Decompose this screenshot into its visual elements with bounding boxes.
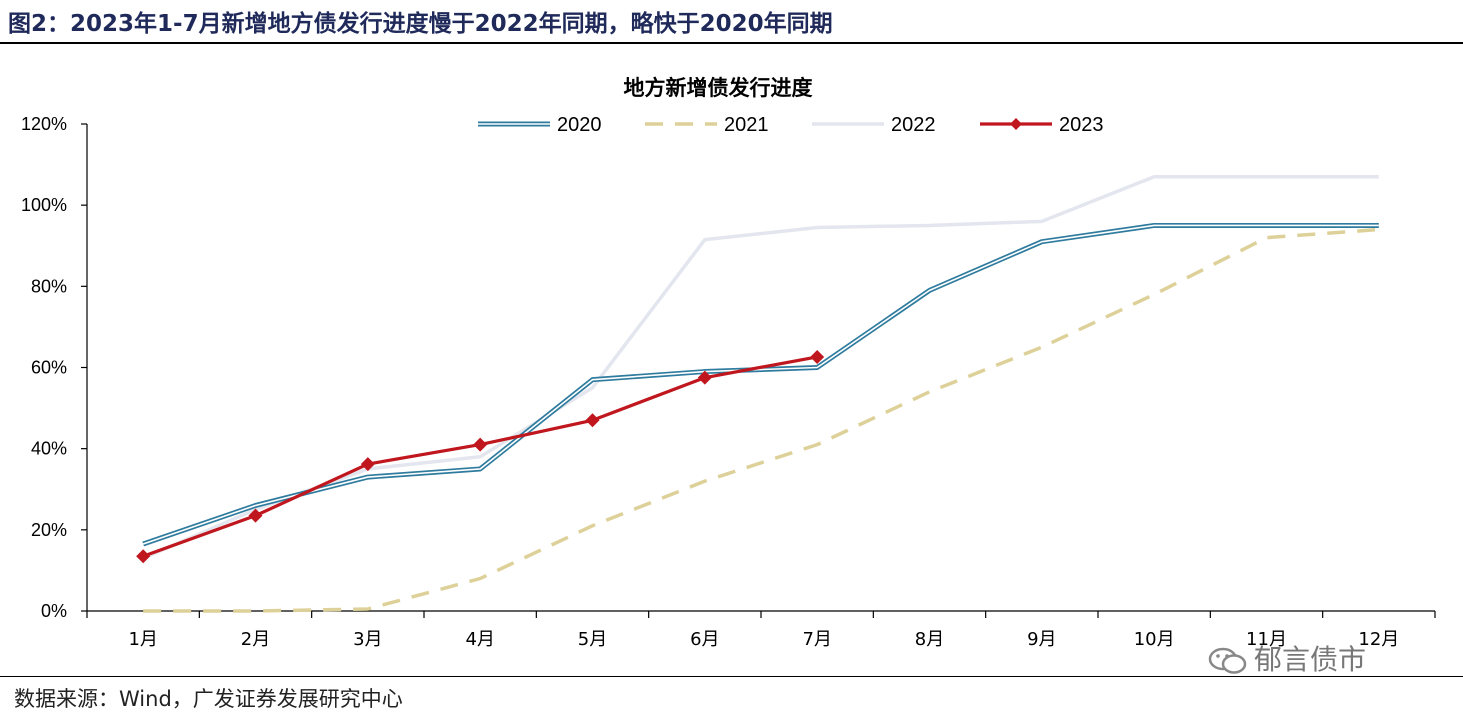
x-tick-label: 1月 (128, 629, 157, 650)
series-layer (136, 175, 1379, 613)
legend-item-2020: 2020 (478, 114, 602, 136)
data-point-marker (810, 349, 825, 364)
legend-label: 2021 (724, 114, 769, 136)
legend-item-2021: 2021 (645, 114, 769, 136)
watermark-text: 郁言债市 (1254, 643, 1367, 676)
y-tick-label: 100% (21, 195, 67, 215)
series-2023 (136, 349, 825, 564)
y-tick-label: 20% (31, 520, 67, 540)
series-2021 (143, 227, 1379, 613)
chart-title: 地方新增债发行进度 (624, 76, 813, 100)
x-tick-label: 10月 (1134, 629, 1175, 650)
x-tick-label: 5月 (578, 629, 607, 650)
legend-item-2022: 2022 (812, 114, 936, 136)
series-2020 (142, 222, 1379, 547)
series-line (143, 227, 1379, 613)
y-tick-label: 120% (21, 114, 67, 134)
top-rule (0, 42, 1463, 44)
x-tick-label: 6月 (690, 629, 719, 650)
watermark: 郁言债市 (1208, 638, 1366, 678)
y-tick-label: 0% (41, 601, 67, 621)
legend: 2020 2021 2022 2023 (478, 114, 1104, 136)
x-tick-label: 2月 (241, 629, 270, 650)
axes: 0% 20% 40% 60% 80% 100% 120% 1月 2月 3月 4月 5月 6月 7月 8月 9月… (21, 114, 1436, 650)
source-note: 数据来源：Wind，广发证券发展研究中心 (14, 687, 403, 711)
data-point-marker (248, 508, 263, 523)
data-point-marker (360, 457, 375, 472)
legend-marker (1010, 118, 1022, 130)
x-tick-label: 4月 (465, 629, 494, 650)
y-tick-label: 80% (31, 276, 67, 296)
legend-item-2023: 2023 (980, 114, 1104, 136)
wechat-icon (1208, 647, 1247, 674)
data-point-marker (585, 413, 600, 428)
y-tick-label: 40% (31, 439, 67, 459)
x-tick-label: 12月 (1358, 629, 1399, 650)
y-tick-label: 60% (31, 358, 67, 378)
x-tick-label: 9月 (1027, 629, 1056, 650)
series-line-inner (142, 224, 1379, 545)
legend-label: 2020 (557, 114, 602, 136)
legend-label: 2022 (891, 114, 936, 136)
series-2022 (142, 175, 1379, 560)
x-tick-label: 8月 (915, 629, 944, 650)
series-line (142, 175, 1379, 560)
figure-title: 图2：2023年1-7月新增地方债发行进度慢于2022年同期，略快于2020年同… (8, 11, 833, 37)
x-tick-label: 7月 (802, 629, 831, 650)
legend-label: 2023 (1059, 114, 1104, 136)
x-tick-label: 3月 (353, 629, 382, 650)
data-point-marker (473, 437, 488, 452)
bottom-rule (0, 676, 1463, 677)
x-tick-label: 11月 (1246, 629, 1287, 650)
data-point-marker (136, 549, 151, 564)
data-point-marker (697, 370, 712, 385)
